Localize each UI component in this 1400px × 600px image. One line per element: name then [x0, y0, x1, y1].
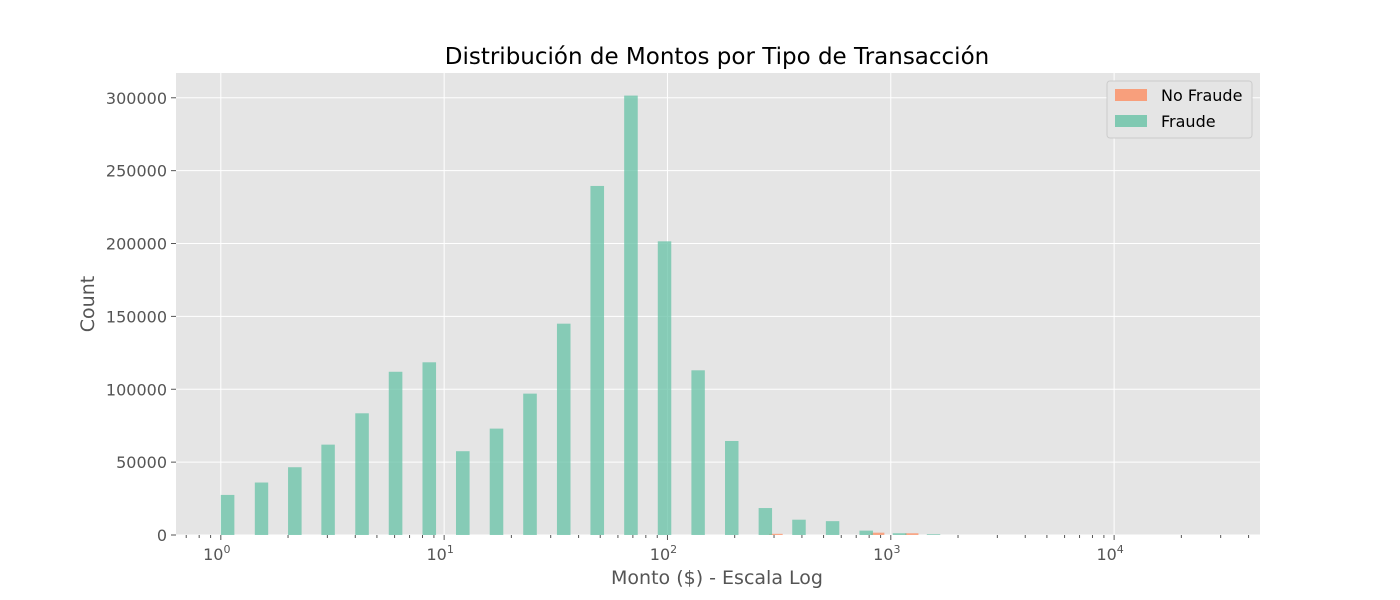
y-axis-label: Count — [77, 276, 99, 332]
y-tick-label: 100000 — [106, 380, 167, 399]
x-tick-label: 101 — [426, 543, 453, 564]
bar-fraude — [792, 519, 806, 535]
bar-fraude — [859, 530, 873, 535]
bar-fraude — [758, 508, 773, 535]
x-tick-label: 102 — [650, 543, 677, 564]
bar-fraude — [825, 521, 840, 535]
bar-no-fraude — [769, 533, 783, 535]
y-tick-label: 50000 — [116, 453, 167, 472]
bar-fraude — [254, 482, 269, 535]
bar-fraude — [556, 323, 571, 535]
bar-fraude — [691, 370, 705, 535]
bar-fraude — [455, 451, 470, 535]
bar-fraude — [926, 534, 941, 535]
chart-title: Distribución de Montos por Tipo de Trans… — [445, 44, 989, 70]
x-tick-label: 100 — [203, 543, 230, 564]
y-axis-ticks: 0 50000 100000 150000 200000 250000 300000 — [106, 89, 176, 545]
bars — [220, 95, 941, 535]
legend-label-fraude: Fraude — [1161, 112, 1216, 131]
bar-fraude — [489, 428, 504, 535]
plot-area — [176, 73, 1260, 535]
bar-no-fraude — [870, 532, 885, 535]
bar-fraude — [523, 393, 537, 535]
y-tick-label: 300000 — [106, 89, 167, 108]
x-axis-ticks: 100 101 102 103 104 — [185, 535, 1250, 564]
y-tick-label: 0 — [157, 526, 167, 545]
y-tick-label: 150000 — [106, 307, 167, 326]
bar-fraude — [892, 533, 907, 535]
bar-fraude — [220, 494, 235, 535]
x-axis-label: Monto ($) - Escala Log — [611, 567, 823, 589]
bar-fraude — [624, 95, 638, 535]
bar-fraude — [657, 241, 672, 535]
bar-fraude — [321, 444, 335, 535]
legend-swatch-no-fraude — [1115, 89, 1147, 101]
y-tick-label: 250000 — [106, 162, 167, 181]
y-tick-label: 200000 — [106, 235, 167, 254]
bar-fraude — [590, 185, 605, 535]
bar-no-fraude — [905, 533, 919, 535]
bar-fraude — [388, 371, 403, 535]
bar-fraude — [422, 362, 437, 535]
legend-label-no-fraude: No Fraude — [1161, 86, 1242, 105]
bar-fraude — [725, 440, 739, 535]
bar-fraude — [355, 413, 369, 535]
x-tick-label: 104 — [1096, 543, 1123, 564]
x-tick-label: 103 — [873, 543, 900, 564]
legend: No Fraude Fraude — [1106, 80, 1253, 139]
legend-swatch-fraude — [1115, 115, 1147, 127]
bar-fraude — [288, 467, 302, 535]
